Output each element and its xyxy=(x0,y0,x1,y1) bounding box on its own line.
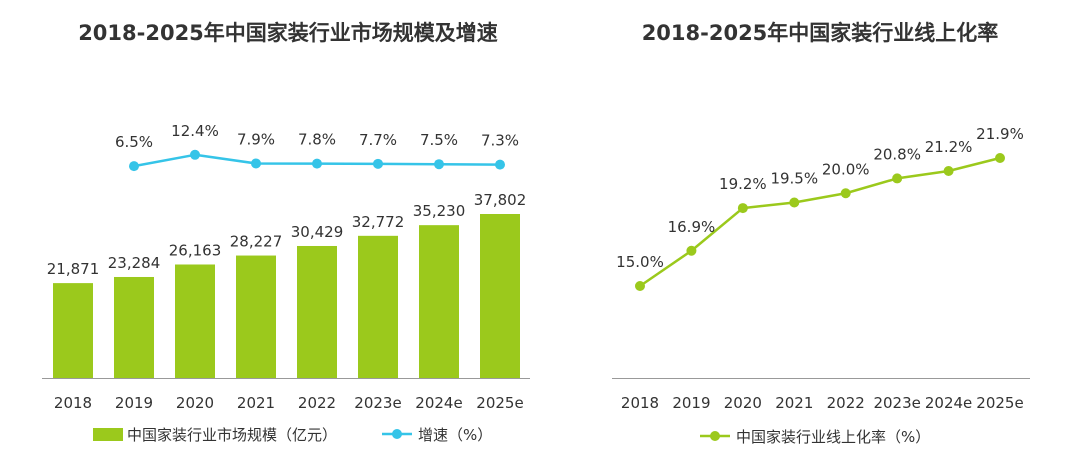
x-tick-label: 2021 xyxy=(775,394,813,412)
legend-growth-label: 增速（%） xyxy=(418,426,492,444)
bar-value-label: 37,802 xyxy=(474,191,527,209)
online-rate-value-label: 19.5% xyxy=(770,170,818,188)
online-rate-line xyxy=(639,156,1001,288)
bar-series-group xyxy=(53,214,520,378)
online-rate-chart: 2018-2025年中国家装行业线上化率 15.0%16.9% 19.2% 19.5… xyxy=(612,21,1030,446)
growth-value-label: 6.5% xyxy=(115,133,153,151)
x-tick-label: 2020 xyxy=(176,394,214,412)
bar-value-labels: 21,871 23,284 26,163 28,227 30,429 32,772 35,2… xyxy=(47,191,527,278)
online-rate-value-label: 19.2% xyxy=(719,175,767,193)
legend-bar-swatch xyxy=(93,428,123,441)
legend-online-rate: 中国家装行业线上化率（%） xyxy=(700,428,930,446)
x-tick-label: 2023e xyxy=(873,394,920,412)
bar-value-label: 30,429 xyxy=(291,223,344,241)
growth-value-label: 7.7% xyxy=(359,131,397,149)
online-rate-point xyxy=(943,165,954,176)
bar-2020 xyxy=(175,264,215,378)
bar-value-label: 21,871 xyxy=(47,260,100,278)
online-rate-value-label: 20.0% xyxy=(822,160,870,178)
online-rate-point xyxy=(995,153,1006,164)
x-tick-label: 2019 xyxy=(672,394,710,412)
growth-value-label: 12.4% xyxy=(171,122,219,140)
online-rate-point xyxy=(840,188,851,199)
x-tick-label: 2018 xyxy=(54,394,92,412)
growth-value-label: 7.9% xyxy=(237,130,275,148)
bar-2023e xyxy=(358,235,398,378)
online-rate-value-label: 20.8% xyxy=(873,145,921,163)
legend-growth: 增速（%） xyxy=(382,426,492,444)
growth-value-label: 7.3% xyxy=(481,132,519,150)
online-rate-value-label: 15.0% xyxy=(616,253,664,271)
x-tick-labels: 2018 2019 2020 2021 2022 2023e 2024e 2025e xyxy=(54,394,524,412)
x-tick-label: 2019 xyxy=(115,394,153,412)
x-tick-label: 2021 xyxy=(237,394,275,412)
legend-growth-marker xyxy=(392,429,402,439)
bar-2021 xyxy=(236,255,276,378)
bar-2018 xyxy=(53,283,93,378)
bar-2019 xyxy=(114,276,154,378)
legend-online-marker xyxy=(710,431,720,441)
growth-value-labels: 6.5% 12.4% 7.9% 7.8% 7.7% 7.5% 7.3% xyxy=(115,122,519,151)
x-tick-label: 2023e xyxy=(354,394,401,412)
bar-value-label: 32,772 xyxy=(352,213,405,231)
online-rate-chart-title: 2018-2025年中国家装行业线上化率 xyxy=(642,21,999,45)
online-rate-line-group xyxy=(635,153,1006,291)
x-tick-label: 2024e xyxy=(925,394,972,412)
growth-point xyxy=(434,159,444,170)
growth-line-group xyxy=(129,149,505,172)
x-tick-label: 2024e xyxy=(415,394,462,412)
growth-point xyxy=(373,158,383,169)
legend-online-label: 中国家装行业线上化率（%） xyxy=(736,428,930,446)
growth-value-label: 7.5% xyxy=(420,131,458,149)
x-tick-label: 2022 xyxy=(827,394,865,412)
growth-point xyxy=(190,149,200,160)
bar-value-label: 28,227 xyxy=(230,233,283,251)
online-rate-point xyxy=(789,197,800,208)
bar-value-label: 23,284 xyxy=(108,254,161,272)
online-rate-point xyxy=(635,281,645,291)
x-tick-label: 2025e xyxy=(976,394,1023,412)
x-tick-label: 2022 xyxy=(298,394,336,412)
growth-point xyxy=(129,161,139,172)
online-rate-value-label: 21.9% xyxy=(976,125,1024,143)
growth-point xyxy=(495,159,505,170)
online-rate-value-label: 21.2% xyxy=(925,138,973,156)
x-tick-label: 2025e xyxy=(476,394,523,412)
online-rate-point xyxy=(686,245,697,256)
online-rate-point xyxy=(737,203,748,214)
x-tick-labels: 2018 2019 2020 2021 2022 2023e 2024e 2025e xyxy=(621,394,1024,412)
legend-market-size: 中国家装行业市场规模（亿元） xyxy=(93,426,337,444)
bar-value-label: 26,163 xyxy=(169,241,222,259)
bar-value-label: 35,230 xyxy=(413,202,466,220)
bar-2025e xyxy=(480,214,520,378)
market-size-chart: 2018-2025年中国家装行业市场规模及增速 21,871 23,284 26,1… xyxy=(42,21,530,444)
growth-value-label: 7.8% xyxy=(298,131,336,149)
x-tick-label: 2018 xyxy=(621,394,659,412)
online-rate-value-labels: 15.0%16.9% 19.2% 19.5%20.0%20.8% 21.2%21.9% xyxy=(616,125,1024,271)
market-size-chart-title: 2018-2025年中国家装行业市场规模及增速 xyxy=(78,21,498,45)
growth-point xyxy=(251,158,261,169)
bar-2022 xyxy=(297,245,337,378)
x-tick-label: 2020 xyxy=(724,394,762,412)
bar-2024e xyxy=(419,225,459,378)
legend-bar-label: 中国家装行业市场规模（亿元） xyxy=(127,426,337,444)
online-rate-value-label: 16.9% xyxy=(668,218,716,236)
online-rate-point xyxy=(892,173,903,184)
growth-point xyxy=(312,158,322,169)
